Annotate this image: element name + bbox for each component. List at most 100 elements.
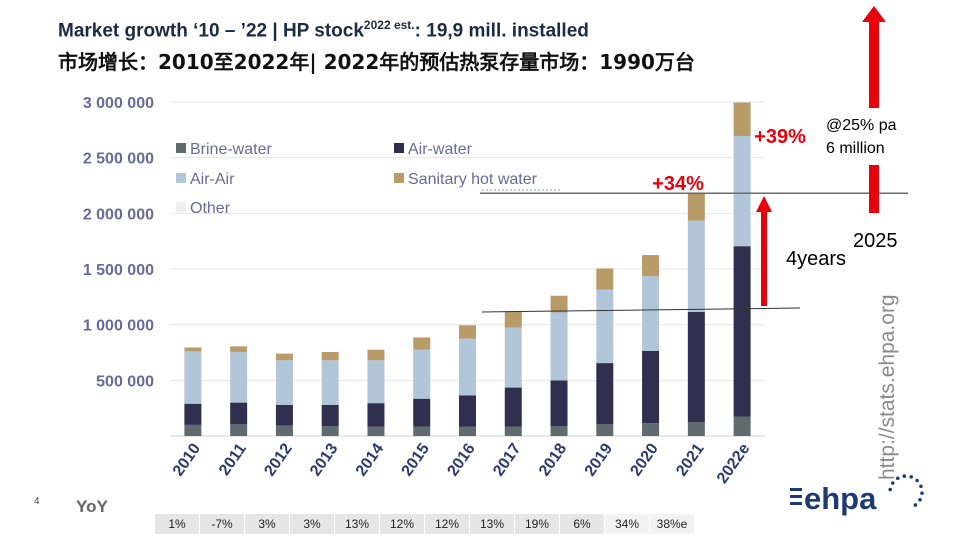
bar-sanitary-hot-water xyxy=(687,192,705,221)
legend-label: Other xyxy=(190,200,231,217)
bar-air-air xyxy=(459,338,476,396)
pa-note-line1: @25% pa xyxy=(826,117,897,134)
y-tick-label: 3 000 000 xyxy=(83,95,154,112)
yoy-cell: 19% xyxy=(515,514,559,534)
x-tick-label: 2017 xyxy=(490,440,524,479)
target-arrow-head xyxy=(862,6,886,22)
yoy-cell: 38%e xyxy=(650,514,694,534)
bar-sanitary-hot-water xyxy=(275,353,293,361)
source-url[interactable]: http://stats.ehpa.org xyxy=(876,294,899,480)
yoy-cell: 13% xyxy=(470,514,514,534)
bar-brine-water xyxy=(275,425,293,436)
bar-air-air xyxy=(275,360,293,405)
y-tick-label: 2 500 000 xyxy=(83,151,154,168)
growth-percent-label: +34% xyxy=(652,173,704,195)
reference-line-2018 xyxy=(481,307,801,313)
bar-brine-water xyxy=(733,416,751,436)
x-tick-label: 2018 xyxy=(536,440,570,479)
logo-star xyxy=(918,497,922,502)
target-arrow-shaft-lower xyxy=(869,165,879,213)
bar-sanitary-hot-water xyxy=(550,295,568,313)
bar-brine-water xyxy=(642,423,660,436)
bar-air-air xyxy=(367,360,385,404)
year-2025-note: 2025 xyxy=(853,230,898,252)
bar-air-air xyxy=(184,351,202,404)
ehpa-logo: ehpa xyxy=(804,481,877,516)
legend-label: Air-Air xyxy=(190,171,235,188)
pa-note-line2: 6 million xyxy=(826,140,885,157)
bar-brine-water xyxy=(596,424,614,436)
bar-air-air xyxy=(733,135,751,247)
ehpa-stars-icon xyxy=(790,474,924,507)
x-tick-label: 2021 xyxy=(673,440,707,479)
bar-air-water xyxy=(184,403,202,425)
bar-air-air xyxy=(687,220,705,312)
yoy-cell: 1% xyxy=(155,514,199,534)
yoy-cell: -7% xyxy=(200,514,244,534)
legend-label: Air-water xyxy=(408,141,473,158)
bar-sanitary-hot-water xyxy=(733,102,751,136)
bar-sanitary-hot-water xyxy=(504,311,522,328)
bar-sanitary-hot-water xyxy=(230,346,248,352)
bar-air-water xyxy=(321,404,339,426)
growth-percent-label: +39% xyxy=(754,126,806,148)
x-tick-label: 2022e xyxy=(714,440,754,486)
four-years-note: 4years xyxy=(786,248,847,270)
bar-brine-water xyxy=(413,426,431,436)
bar-air-water xyxy=(596,363,614,425)
bar-air-water xyxy=(413,398,431,427)
y-tick-label: 2 000 000 xyxy=(83,206,154,223)
logo-star xyxy=(902,474,907,478)
legend-label: Sanitary hot water xyxy=(408,171,538,188)
x-tick-label: 2013 xyxy=(307,440,341,479)
x-tick-label: 2014 xyxy=(353,440,387,479)
bar-sanitary-hot-water xyxy=(413,337,431,350)
bar-sanitary-hot-water xyxy=(642,255,660,277)
yoy-cell: 34% xyxy=(605,514,649,534)
bar-brine-water xyxy=(504,426,522,436)
legend-label: Brine-water xyxy=(190,141,272,158)
target-arrow-shaft-upper xyxy=(869,20,879,108)
bar-sanitary-hot-water xyxy=(459,325,476,339)
x-tick-label: 2012 xyxy=(261,440,295,479)
bar-brine-water xyxy=(550,425,568,436)
x-tick-label: 2020 xyxy=(628,440,662,479)
bar-air-air xyxy=(413,349,431,399)
yoy-cell: 3% xyxy=(290,514,334,534)
slide-number: 4 xyxy=(34,496,40,507)
chart-title-english: Market growth ‘10 – ’22 | HP stock2022 e… xyxy=(58,18,589,42)
legend-swatch xyxy=(176,202,186,212)
yoy-cell: 13% xyxy=(335,514,379,534)
bar-brine-water xyxy=(367,426,385,436)
x-tick-label: 2011 xyxy=(216,440,250,478)
bar-air-air xyxy=(642,276,660,351)
bar-sanitary-hot-water xyxy=(367,349,385,361)
bar-air-water xyxy=(550,380,568,426)
bar-brine-water xyxy=(459,426,476,436)
logo-star xyxy=(890,481,895,485)
logo-star xyxy=(909,475,914,479)
chart-title-chinese: 市场增长：2010至2022年| 2022年的预估热泵存量市场：1990万台 xyxy=(58,50,695,74)
bar-air-air xyxy=(550,312,568,381)
yoy-cell: 12% xyxy=(380,514,424,534)
yoy-label: YoY xyxy=(76,497,108,516)
logo-star xyxy=(888,487,892,492)
bar-air-water xyxy=(642,350,660,424)
bar-air-water xyxy=(230,402,248,425)
bar-air-water xyxy=(459,395,476,427)
growth-arrow-head xyxy=(756,196,772,212)
logo-star xyxy=(913,503,918,507)
bar-air-air xyxy=(321,360,339,405)
y-tick-label: 500 000 xyxy=(96,373,154,390)
bar-air-air xyxy=(230,351,248,403)
x-tick-label: 2016 xyxy=(444,440,478,479)
bar-air-water xyxy=(733,246,751,417)
bar-brine-water xyxy=(321,425,339,436)
bar-sanitary-hot-water xyxy=(596,268,614,290)
legend-swatch xyxy=(394,173,404,183)
y-tick-label: 1 500 000 xyxy=(83,262,154,279)
bar-air-water xyxy=(687,311,705,423)
bar-air-air xyxy=(504,327,522,388)
legend-swatch xyxy=(176,173,186,183)
